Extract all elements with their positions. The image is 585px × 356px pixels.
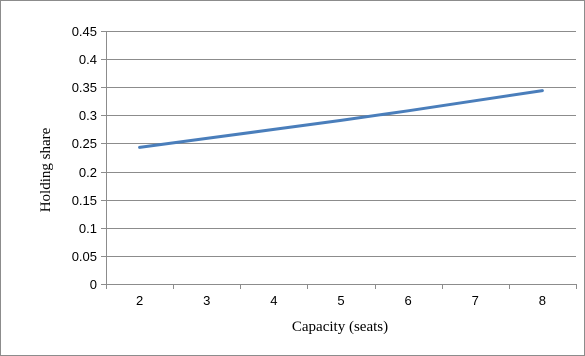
gridlines	[101, 31, 576, 285]
x-axis	[106, 31, 577, 289]
series-line	[138, 89, 544, 149]
y-axis-title: Holding share	[38, 127, 54, 212]
y-tick-label: 0.15	[72, 193, 97, 208]
y-tick-label: 0.3	[79, 108, 97, 123]
y-tick-label: 0.1	[79, 221, 97, 236]
x-tick-label: 4	[270, 293, 277, 308]
y-tick-label: 0.4	[79, 52, 97, 67]
y-tick-label: 0.25	[72, 136, 97, 151]
y-tick-label: 0.2	[79, 165, 97, 180]
y-tick-label: 0	[90, 277, 97, 292]
x-axis-title: Capacity (seats)	[292, 319, 388, 335]
x-tick-label: 8	[539, 293, 546, 308]
x-tick-label: 5	[337, 293, 344, 308]
y-tick-label: 0.35	[72, 80, 97, 95]
y-axis-tick-labels: 0 0.05 0.1 0.15 0.2 0.25 0.3 0.35 0.4 0.45	[72, 24, 97, 292]
x-axis-tick-labels: 2 3 4 5 6 7 8	[136, 293, 546, 308]
x-tick-label: 6	[405, 293, 412, 308]
series-group	[138, 89, 544, 149]
x-tick-label: 7	[472, 293, 479, 308]
x-tick-label: 3	[203, 293, 210, 308]
y-tick-label: 0.05	[72, 249, 97, 264]
x-tick-label: 2	[136, 293, 143, 308]
y-tick-label: 0.45	[72, 24, 97, 39]
